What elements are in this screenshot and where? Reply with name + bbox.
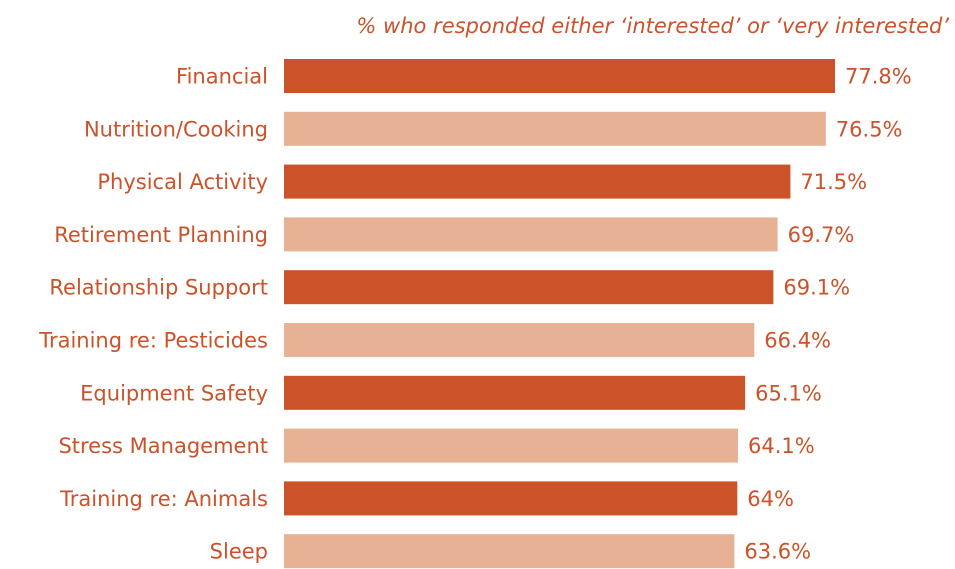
bar-training-re-pesticides bbox=[284, 323, 755, 357]
value-label-relationship-support: 69.1% bbox=[783, 276, 850, 300]
value-label-stress-management: 64.1% bbox=[748, 434, 815, 458]
category-label-sleep: Sleep bbox=[210, 540, 268, 564]
category-label-retirement-planning: Retirement Planning bbox=[54, 223, 268, 247]
bar-training-re-animals bbox=[284, 481, 738, 516]
value-labels-group: 77.8% 76.5% 71.5% 69.7% 69.1% 66.4% 65.1% 64.1%… bbox=[744, 65, 911, 564]
category-label-stress-management: Stress Management bbox=[58, 434, 268, 458]
category-label-equipment-safety: Equipment Safety bbox=[80, 381, 268, 405]
bar-physical-activity bbox=[284, 164, 791, 199]
category-label-training-re-pesticides: Training re: Pesticides bbox=[38, 329, 268, 353]
value-label-physical-activity: 71.5% bbox=[800, 170, 867, 194]
value-label-training-re-animals: 64% bbox=[747, 487, 794, 511]
bar-relationship-support bbox=[284, 270, 774, 305]
bar-nutrition-cooking bbox=[284, 111, 826, 146]
value-label-training-re-pesticides: 66.4% bbox=[764, 329, 831, 353]
bar-financial bbox=[284, 59, 835, 93]
chart-subtitle: % who responded either ‘interested’ or ‘… bbox=[356, 14, 949, 38]
bar-retirement-planning bbox=[284, 217, 778, 252]
category-label-training-re-animals: Training re: Animals bbox=[59, 487, 268, 511]
category-label-physical-activity: Physical Activity bbox=[97, 170, 268, 194]
value-label-equipment-safety: 65.1% bbox=[755, 381, 822, 405]
value-label-retirement-planning: 69.7% bbox=[788, 223, 855, 247]
bar-sleep bbox=[284, 534, 735, 569]
category-label-financial: Financial bbox=[176, 65, 268, 89]
bar-stress-management bbox=[284, 428, 738, 463]
bar-equipment-safety bbox=[284, 375, 746, 410]
bars-group bbox=[284, 59, 835, 569]
value-label-financial: 77.8% bbox=[845, 65, 912, 89]
category-labels-group: Financial Nutrition/Cooking Physical Activ… bbox=[38, 65, 268, 564]
value-label-nutrition-cooking: 76.5% bbox=[836, 117, 903, 141]
category-label-relationship-support: Relationship Support bbox=[49, 276, 268, 300]
category-label-nutrition-cooking: Nutrition/Cooking bbox=[84, 117, 268, 141]
value-label-sleep: 63.6% bbox=[744, 540, 811, 564]
